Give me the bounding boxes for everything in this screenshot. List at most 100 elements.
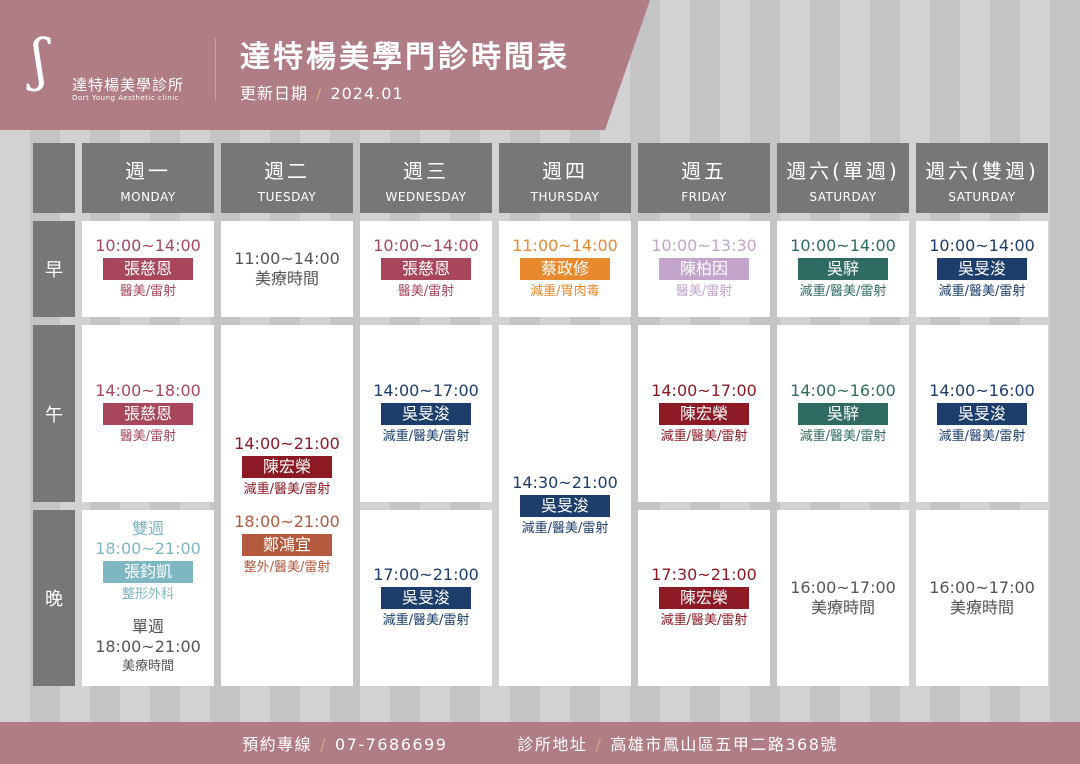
day-name: 週一 — [125, 159, 171, 183]
update-value: 2024.01 — [330, 84, 404, 103]
time-range: 10:00~14:00 — [790, 236, 896, 255]
schedule-entry: 14:00~17:00 陳宏榮 減重/醫美/雷射 — [651, 381, 757, 447]
day-english: TUESDAY — [257, 190, 317, 204]
week-note: 單週 — [131, 617, 164, 636]
day-header: 週六(單週) SATURDAY — [777, 143, 909, 213]
schedule-entry: 10:00~14:00 張慈恩 醫美/雷射 — [95, 236, 201, 302]
department: 美療時間 — [949, 598, 1014, 617]
logo-english: Dort Young Aesthetic clinic — [72, 94, 180, 102]
schedule-cell: 雙週 18:00~21:00 張鈞凱 整形外科 單週 18:00~21:00 美療時間 — [82, 510, 214, 686]
schedule-entry: 10:00~13:30 陳柏因 醫美/雷射 — [651, 236, 757, 302]
department: 醫美/雷射 — [675, 284, 733, 299]
doctor-badge: 吳旻浚 — [381, 402, 471, 425]
department: 減重/醫美/雷射 — [938, 428, 1026, 444]
doctor-badge: 吳旻浚 — [381, 587, 471, 609]
department: 減重/醫美/雷射 — [938, 284, 1026, 299]
schedule-entry: 11:00~14:00 美療時間 — [234, 249, 340, 289]
schedule-cell: 14:00~16:00 吳旻浚減重/醫美/雷射 — [916, 325, 1048, 502]
schedule-entry: 14:00~18:00 張慈恩 醫美/雷射 — [95, 381, 201, 447]
update-label: 更新日期 — [240, 84, 309, 103]
day-name: 週二 — [264, 159, 310, 183]
schedule-cell: 10:00~14:00 張慈恩 醫美/雷射 — [82, 221, 214, 317]
schedule-cell: 11:00~14:00 美療時間 — [221, 221, 353, 317]
department: 整外/醫美/雷射 — [243, 559, 331, 575]
schedule-entry: 10:00~14:00 張慈恩 醫美/雷射 — [373, 236, 479, 302]
day-english: FRIDAY — [681, 190, 727, 204]
page-title: 達特楊美學門診時間表 — [240, 40, 570, 75]
doctor-badge: 陳宏榮 — [242, 455, 332, 478]
department: 減重/醫美/雷射 — [382, 613, 470, 628]
time-range: 18:00~21:00 — [95, 539, 201, 558]
schedule-cell: 14:00~18:00 張慈恩 醫美/雷射 — [82, 325, 214, 502]
period-label: 晚 — [33, 510, 75, 686]
time-range: 17:00~21:00 — [373, 565, 479, 584]
phone-info: 預約專線/07-7686699 — [242, 735, 448, 754]
doctor-badge: 吳旻浚 — [937, 258, 1027, 280]
doctor-badge: 張慈恩 — [103, 258, 193, 280]
schedule-entry: 10:00~14:00 吳騂 減重/醫美/雷射 — [790, 236, 896, 302]
schedule-entry: 雙週 18:00~21:00 張鈞凱整形外科 — [95, 519, 201, 605]
divider — [215, 38, 216, 100]
day-name: 週六(雙週) — [925, 159, 1039, 183]
address-info: 診所地址 / 高雄市鳳山區五甲二路368號 — [517, 735, 838, 754]
day-english: SATURDAY — [948, 190, 1016, 204]
week-note: 雙週 — [131, 519, 164, 538]
time-range: 10:00~14:00 — [95, 236, 201, 255]
day-header: 週二 TUESDAY — [221, 143, 353, 213]
schedule-cell: 14:00~21:00 陳宏榮 減重/醫美/雷射 18:00~21:00 鄭鴻宜 整外/醫… — [221, 325, 353, 686]
time-range: 18:00~21:00 — [95, 637, 201, 656]
day-header: 週六(雙週) SATURDAY — [916, 143, 1048, 213]
doctor-badge: 張鈞凱 — [103, 561, 193, 583]
schedule-cell: 11:00~14:00 蔡政修減重/胃肉毒 — [499, 221, 631, 317]
schedule-entry: 單週 18:00~21:00 美療時間 — [95, 617, 201, 677]
address: 高雄市鳳山區五甲二路368號 — [610, 735, 838, 754]
schedule-cell: 10:00~14:00 吳旻浚 減重/醫美/雷射 — [916, 221, 1048, 317]
schedule-cell: 16:00~17:00 美療時間 — [777, 510, 909, 686]
day-header: 週五 FRIDAY — [638, 143, 770, 213]
schedule-cell: 10:00~13:30 陳柏因 醫美/雷射 — [638, 221, 770, 317]
schedule-cell: 10:00~14:00 張慈恩 醫美/雷射 — [360, 221, 492, 317]
time-range: 14:00~21:00 — [234, 433, 340, 453]
update-date: 更新日期/2024.01 — [240, 84, 404, 103]
day-header: 週三 WEDNESDAY — [360, 143, 492, 213]
day-name: 週六(單週) — [786, 159, 900, 183]
department: 醫美/雷射 — [119, 428, 177, 444]
doctor-badge: 鄭鴻宜 — [242, 533, 332, 556]
phone-number[interactable]: 07-7686699 — [335, 735, 448, 754]
day-english: WEDNESDAY — [385, 190, 467, 204]
schedule-cell: 14:30~21:00 吳旻浚 減重/醫美/雷射 — [499, 325, 631, 686]
schedule-entry: 17:00~21:00 吳旻浚減重/醫美/雷射 — [373, 565, 479, 631]
schedule-entry: 14:30~21:00 吳旻浚 減重/醫美/雷射 — [512, 473, 618, 539]
schedule-entry: 14:00~17:00 吳旻浚減重/醫美/雷射 — [373, 381, 479, 447]
day-name: 週三 — [403, 159, 449, 183]
day-english: SATURDAY — [809, 190, 877, 204]
doctor-badge: 吳騂 — [798, 402, 888, 425]
doctor-badge: 吳旻浚 — [937, 402, 1027, 425]
department: 減重/醫美/雷射 — [660, 428, 748, 444]
department: 減重/胃肉毒 — [530, 284, 600, 299]
department: 減重/醫美/雷射 — [799, 428, 887, 444]
doctor-badge: 蔡政修 — [520, 258, 610, 280]
phone-label: 預約專線 — [242, 735, 313, 754]
department: 美療時間 — [810, 598, 875, 617]
time-range: 14:00~17:00 — [373, 380, 479, 400]
schedule-entry: 14:00~21:00 陳宏榮 減重/醫美/雷射 — [234, 434, 340, 500]
time-range: 16:00~17:00 — [929, 578, 1035, 597]
schedule-entry: 16:00~17:00 美療時間 — [929, 578, 1035, 618]
doctor-badge: 吳旻浚 — [520, 494, 610, 517]
corner-cell — [33, 143, 75, 213]
period-label: 早 — [33, 221, 75, 317]
time-range: 11:00~14:00 — [512, 236, 618, 255]
time-range: 14:00~16:00 — [929, 380, 1035, 400]
schedule-entry: 17:30~21:00 陳宏榮 減重/醫美/雷射 — [651, 565, 757, 631]
department: 醫美/雷射 — [397, 284, 455, 299]
department: 減重/醫美/雷射 — [799, 284, 887, 299]
schedule-entry: 10:00~14:00 吳旻浚 減重/醫美/雷射 — [929, 236, 1035, 302]
footer: 預約專線/07-7686699 診所地址 / 高雄市鳳山區五甲二路368號 — [0, 722, 1080, 764]
day-english: MONDAY — [120, 190, 176, 204]
department: 整形外科 — [121, 587, 174, 602]
header-banner — [0, 0, 650, 130]
department: 減重/醫美/雷射 — [660, 613, 748, 628]
department: 減重/醫美/雷射 — [382, 428, 470, 444]
schedule-entry: 18:00~21:00 鄭鴻宜 整外/醫美/雷射 — [234, 512, 340, 578]
